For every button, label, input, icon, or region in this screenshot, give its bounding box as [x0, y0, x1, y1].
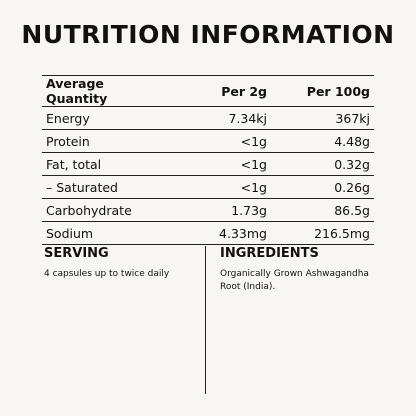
- cell: 0.32g: [271, 152, 374, 176]
- nutrition-table: Average Quantity Per 2g Per 100g Energy 7…: [42, 75, 374, 245]
- cell: 367kj: [271, 106, 374, 130]
- row: Fat, total <1g 0.32g: [42, 152, 374, 176]
- ingredients-text: Organically Grown Ashwagandha Root (Indi…: [220, 269, 369, 292]
- cell: <1g: [173, 152, 271, 176]
- row: Carbohydrate 1.73g 86.5g: [42, 198, 374, 222]
- cell: Fat, total: [42, 152, 173, 176]
- cell: Sodium: [42, 221, 173, 245]
- ingredients-heading: INGREDIENTS: [220, 246, 319, 261]
- cell: Energy: [42, 106, 173, 130]
- cell: 4.48g: [271, 129, 374, 153]
- divider: [205, 246, 206, 394]
- row: – Saturated <1g 0.26g: [42, 175, 374, 199]
- cell: 4.33mg: [173, 221, 271, 245]
- serving-heading: SERVING: [44, 246, 109, 261]
- cell: <1g: [173, 129, 271, 153]
- cell: 0.26g: [271, 175, 374, 199]
- row: Energy 7.34kj 367kj: [42, 106, 374, 130]
- cell: 216.5mg: [271, 221, 374, 245]
- cell: 1.73g: [173, 198, 271, 222]
- cell: Carbohydrate: [42, 198, 173, 222]
- header-row: Average Quantity Per 2g Per 100g: [42, 75, 374, 107]
- title: NUTRITION INFORMATION: [21, 20, 395, 49]
- serving-text: 4 capsules up to twice daily: [44, 269, 170, 279]
- row: Protein <1g 4.48g: [42, 129, 374, 153]
- header: Average Quantity: [42, 75, 173, 107]
- row: Sodium 4.33mg 216.5mg: [42, 221, 374, 245]
- header: Per 2g: [173, 75, 271, 107]
- cell: <1g: [173, 175, 271, 199]
- cell: – Saturated: [42, 175, 173, 199]
- cell: Protein: [42, 129, 173, 153]
- header: Per 100g: [271, 75, 374, 107]
- cell: 7.34kj: [173, 106, 271, 130]
- cell: 86.5g: [271, 198, 374, 222]
